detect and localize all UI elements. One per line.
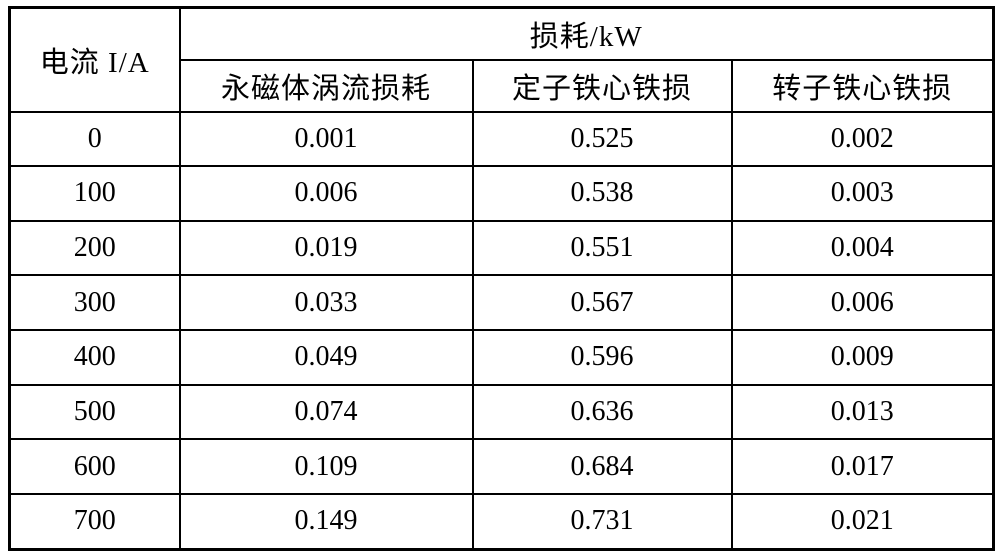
header-row-group: 电流 I/A 损耗/kW — [8, 6, 995, 113]
cell-current: 100 — [8, 165, 181, 222]
loss-table: 电流 I/A 损耗/kW 永磁体涡流损耗 定子铁心铁损 转子铁心铁损 0 0.0… — [8, 6, 996, 551]
header-stator-iron-loss: 定子铁心铁损 — [471, 58, 733, 113]
header-loss-group: 损耗/kW — [178, 6, 995, 61]
cell-rotor-loss: 0.002 — [730, 110, 995, 168]
table-row: 200 0.019 0.551 0.004 — [8, 219, 995, 277]
cell-rotor-loss: 0.013 — [730, 383, 995, 441]
cell-rotor-loss: 0.003 — [730, 165, 995, 222]
table-row: 400 0.049 0.596 0.009 — [8, 329, 995, 386]
cell-current: 300 — [8, 274, 181, 332]
cell-stator-loss: 0.551 — [471, 219, 733, 277]
table-row: 500 0.074 0.636 0.013 — [8, 383, 995, 441]
cell-stator-loss: 0.684 — [471, 438, 733, 495]
cell-rotor-loss: 0.009 — [730, 329, 995, 386]
header-current: 电流 I/A — [8, 6, 181, 113]
cell-pm-loss: 0.033 — [178, 274, 474, 332]
table-row: 700 0.149 0.731 0.021 — [8, 492, 995, 551]
cell-stator-loss: 0.567 — [471, 274, 733, 332]
cell-current: 400 — [8, 329, 181, 386]
cell-pm-loss: 0.001 — [178, 110, 474, 168]
cell-rotor-loss: 0.006 — [730, 274, 995, 332]
cell-current: 700 — [8, 492, 181, 551]
cell-current: 0 — [8, 110, 181, 168]
table-row: 100 0.006 0.538 0.003 — [8, 165, 995, 222]
cell-stator-loss: 0.538 — [471, 165, 733, 222]
cell-stator-loss: 0.596 — [471, 329, 733, 386]
cell-pm-loss: 0.149 — [178, 492, 474, 551]
table-row: 300 0.033 0.567 0.006 — [8, 274, 995, 332]
cell-pm-loss: 0.006 — [178, 165, 474, 222]
cell-rotor-loss: 0.017 — [730, 438, 995, 495]
table-row: 600 0.109 0.684 0.017 — [8, 438, 995, 495]
cell-pm-loss: 0.019 — [178, 219, 474, 277]
cell-stator-loss: 0.731 — [471, 492, 733, 551]
cell-current: 600 — [8, 438, 181, 495]
cell-current: 500 — [8, 383, 181, 441]
header-pm-eddy-loss: 永磁体涡流损耗 — [178, 58, 474, 113]
cell-stator-loss: 0.525 — [471, 110, 733, 168]
cell-pm-loss: 0.049 — [178, 329, 474, 386]
header-rotor-iron-loss: 转子铁心铁损 — [730, 58, 995, 113]
cell-rotor-loss: 0.021 — [730, 492, 995, 551]
header-row-sub: 永磁体涡流损耗 定子铁心铁损 转子铁心铁损 — [10, 58, 995, 113]
table-row: 0 0.001 0.525 0.002 — [8, 110, 995, 168]
cell-current: 200 — [8, 219, 181, 277]
cell-rotor-loss: 0.004 — [730, 219, 995, 277]
cell-pm-loss: 0.109 — [178, 438, 474, 495]
cell-pm-loss: 0.074 — [178, 383, 474, 441]
cell-stator-loss: 0.636 — [471, 383, 733, 441]
